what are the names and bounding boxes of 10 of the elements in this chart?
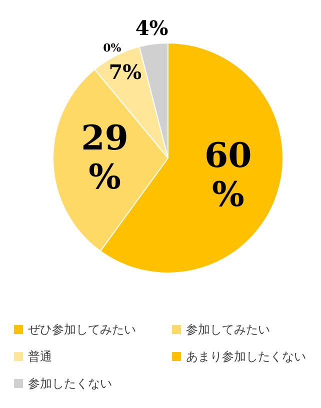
legend-label: 参加したくない	[28, 376, 112, 390]
legend-label: 普通	[28, 349, 52, 364]
data-label: 4%	[135, 16, 168, 40]
data-label: 7%	[108, 60, 142, 84]
legend-label: 参加してみたい	[186, 322, 270, 336]
legend-label: あまり参加したくない	[186, 349, 306, 364]
legend-label: ぜひ参加してみたい	[28, 322, 136, 336]
data-label: 29%	[81, 118, 128, 198]
data-label: 60%	[204, 136, 252, 215]
text: 0%	[103, 41, 122, 54]
